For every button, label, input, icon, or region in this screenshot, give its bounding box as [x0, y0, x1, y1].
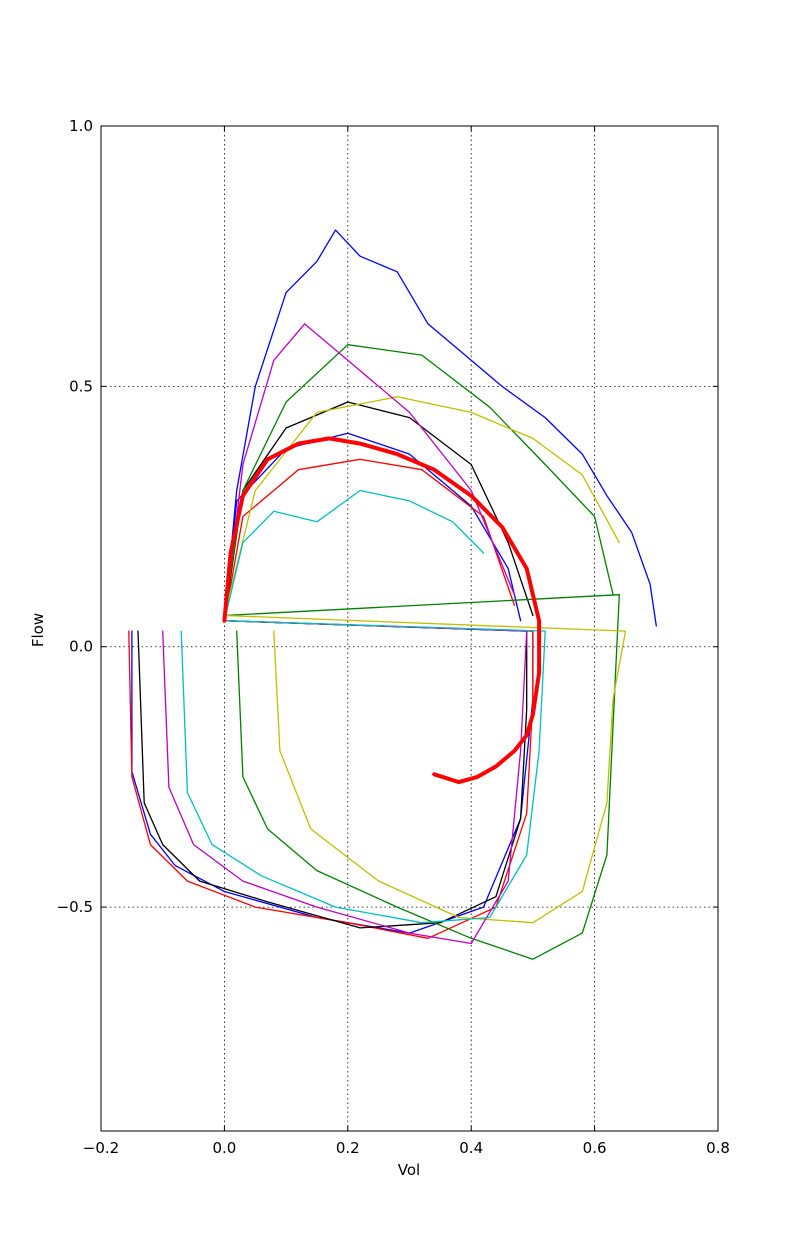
x-tick-label: 0.8 [706, 1139, 730, 1157]
y-tick-label: 0.0 [69, 638, 93, 656]
series-line-5 [223, 396, 627, 924]
y-tick-label: −0.5 [57, 898, 93, 916]
series-line-1 [128, 458, 534, 939]
x-tick-label: 0.0 [212, 1139, 236, 1157]
series-line-3 [223, 344, 620, 960]
x-tick-label: 0.6 [583, 1139, 607, 1157]
y-tick-label: 1.0 [69, 117, 93, 135]
series-lines [128, 229, 657, 960]
x-tick-label: −0.2 [83, 1139, 119, 1157]
series-line-4 [223, 229, 657, 627]
series-line-7 [180, 489, 546, 924]
y-axis-label: Flow [29, 613, 47, 647]
mean-series-line [222, 436, 542, 785]
grid-lines [101, 126, 718, 1131]
x-tick-label: 0.4 [459, 1139, 483, 1157]
axes-frame [100, 125, 719, 1132]
x-tick-label: 0.2 [336, 1139, 360, 1157]
y-tick-label: 0.5 [69, 377, 93, 395]
x-axis-label: Vol [398, 1161, 420, 1179]
series-line-2 [137, 401, 534, 929]
series-line-6 [162, 323, 528, 945]
axis-ticks: −0.2 0.0 0.2 0.4 0.6 0.8 −0.5 0.0 0.5 1.0 [57, 117, 730, 1157]
